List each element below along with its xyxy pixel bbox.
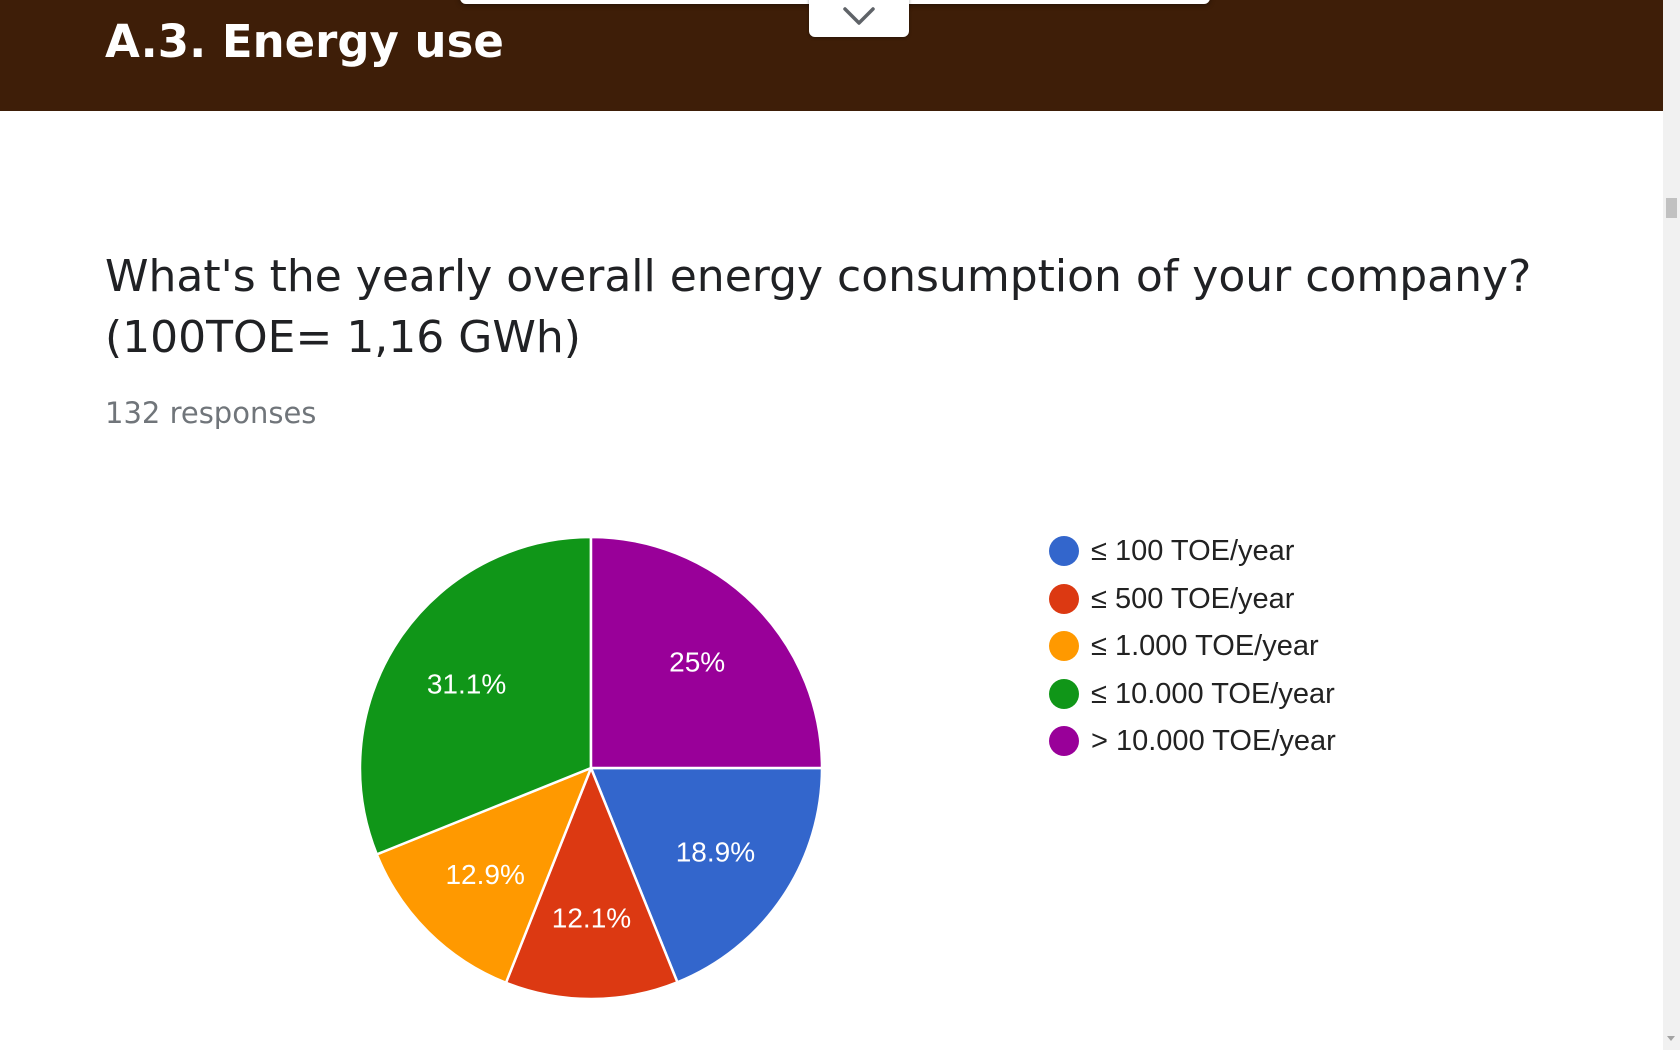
scrollbar[interactable] [1663, 0, 1680, 1050]
pie-slice-label: 18.9% [676, 837, 755, 868]
pie-slice[interactable] [375, 765, 594, 985]
response-count: 132 responses [105, 396, 317, 430]
scroll-down-arrow-icon[interactable] [1667, 1036, 1675, 1041]
legend-label: ≤ 10.000 TOE/year [1091, 677, 1335, 710]
pie-slice-labels: 18.9% 12.1% 12.9% 31.1% 25% [427, 646, 755, 933]
legend-label: ≤ 1.000 TOE/year [1091, 630, 1319, 662]
legend-label: ≤ 500 TOE/year [1091, 582, 1295, 615]
section-title: A.3. Energy use [105, 15, 504, 68]
pie-slices [358, 535, 824, 1001]
pie-slice[interactable] [589, 766, 824, 984]
pie-slice-label: 12.9% [445, 859, 524, 890]
legend-color-dot-icon [1049, 726, 1079, 756]
pie-slice-label: 31.1% [427, 668, 506, 699]
chevron-down-icon [843, 7, 875, 25]
pie-slice[interactable] [589, 535, 824, 770]
pie-slice-label: 25% [669, 646, 725, 677]
pie-slice-label: 12.1% [552, 903, 631, 934]
scrollbar-thumb[interactable] [1666, 198, 1677, 218]
legend-label: ≤ 100 TOE/year [1091, 535, 1295, 567]
legend-color-dot-icon [1049, 678, 1079, 709]
legend-color-dot-icon [1049, 583, 1079, 614]
pie-slice[interactable] [504, 764, 680, 1001]
legend-color-dot-icon [1049, 631, 1079, 661]
legend-color-dot-icon [1049, 536, 1079, 566]
legend-label: > 10.000 TOE/year [1091, 725, 1336, 757]
question-title: What's the yearly overall energy consump… [105, 251, 1532, 363]
pie-slice[interactable] [358, 535, 593, 857]
collapse-toggle-button[interactable] [809, 0, 909, 37]
